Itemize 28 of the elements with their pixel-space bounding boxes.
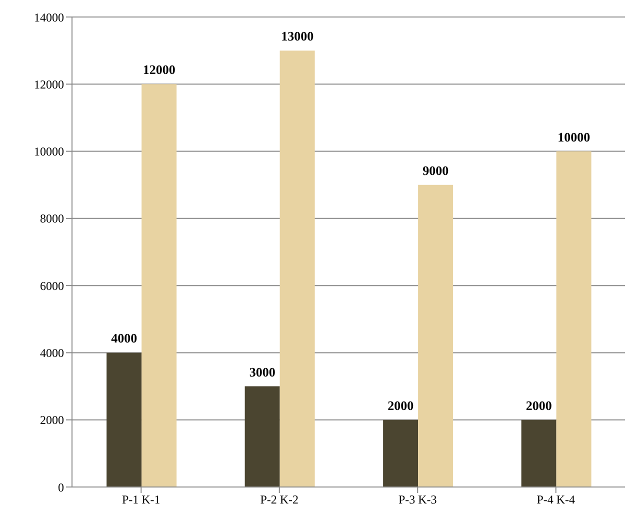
data-label: 9000 [422, 162, 449, 178]
bar [244, 386, 280, 487]
y-tick-label: 0 [58, 480, 64, 494]
y-tick-label: 10000 [34, 144, 64, 159]
data-label: 12000 [142, 62, 176, 78]
y-tick-label: 4000 [40, 346, 64, 360]
y-tick-label: 6000 [40, 278, 64, 293]
x-tick-label: P-2 K-2 [260, 492, 299, 507]
x-tick-label: P-3 K-3 [398, 492, 437, 507]
bar [418, 184, 454, 487]
data-label: 2000 [526, 398, 552, 413]
y-tick-label: 8000 [40, 212, 64, 226]
bar [521, 420, 556, 487]
y-tick-label: 2000 [40, 413, 64, 428]
y-tick-label: 12000 [34, 77, 64, 92]
bar [556, 151, 592, 487]
bar [383, 420, 418, 487]
bar [106, 352, 142, 487]
bar [142, 84, 177, 487]
data-label: 3000 [249, 364, 276, 380]
y-tick-label: 14000 [34, 10, 64, 24]
x-tick-label: P-1 K-1 [122, 492, 160, 507]
data-label: 10000 [558, 129, 590, 144]
data-label: 2000 [388, 398, 414, 413]
x-tick-label: P-4 K-4 [536, 492, 576, 507]
bar [280, 50, 315, 487]
data-label: 13000 [281, 28, 314, 44]
data-label: 4000 [111, 330, 138, 346]
